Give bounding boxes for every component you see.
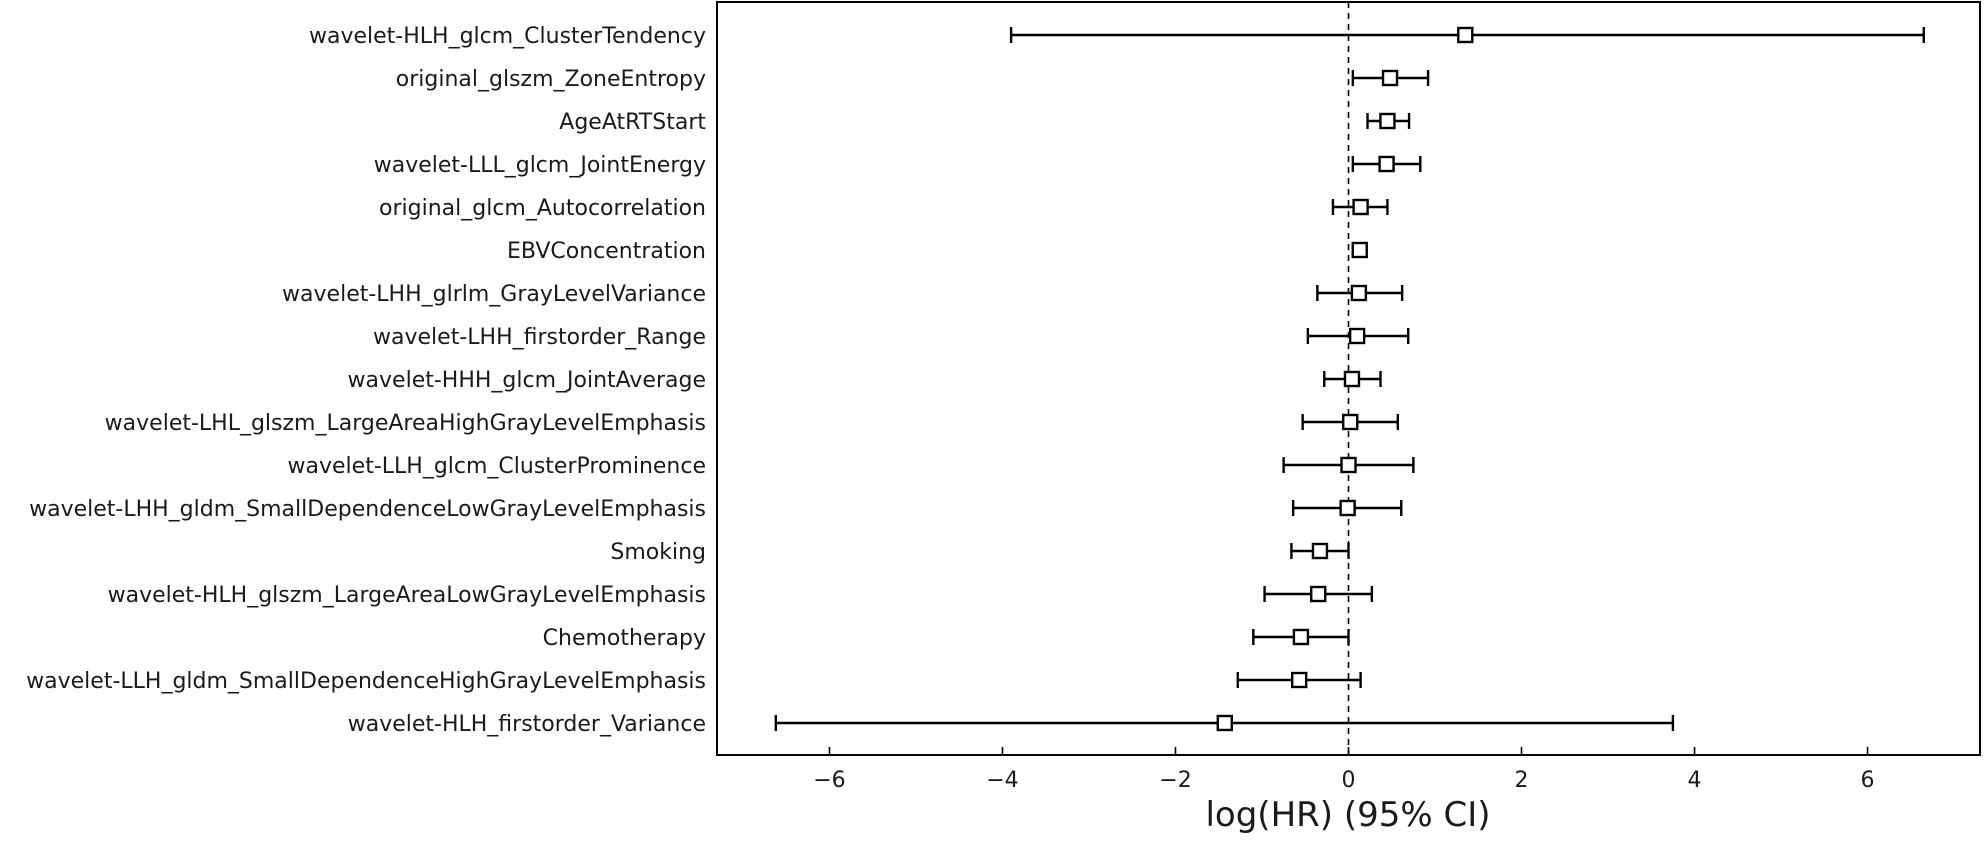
x-tick-label: 2 xyxy=(1515,768,1529,793)
estimate-marker xyxy=(1379,112,1396,130)
estimate-marker xyxy=(1457,26,1474,44)
estimate-marker xyxy=(1342,413,1359,431)
row-label: wavelet-LHL_glszm_LargeAreaHighGrayLevel… xyxy=(105,411,706,436)
row-label: Chemotherapy xyxy=(543,626,706,651)
x-tick-label: 0 xyxy=(1342,768,1356,793)
estimate-marker xyxy=(1348,327,1366,345)
estimate-marker xyxy=(1352,198,1369,216)
x-tick-label: 4 xyxy=(1688,768,1702,793)
forest-row: wavelet-LHL_glszm_LargeAreaHighGrayLevel… xyxy=(105,411,1400,436)
row-label: wavelet-HHH_glcm_JointAverage xyxy=(348,368,706,393)
forest-row: wavelet-LHH_firstorder_Range xyxy=(373,325,1410,350)
row-label: wavelet-LHH_firstorder_Range xyxy=(373,325,706,350)
row-label: wavelet-HLH_firstorder_Variance xyxy=(348,712,706,737)
row-label: wavelet-LHH_glrlm_GrayLevelVariance xyxy=(282,282,706,307)
estimate-marker xyxy=(1378,155,1395,173)
x-tick-label: −2 xyxy=(1159,768,1191,793)
x-axis-title: log(HR) (95% CI) xyxy=(1205,795,1490,835)
forest-row: wavelet-HHH_glcm_JointAverage xyxy=(348,368,1382,393)
estimate-marker xyxy=(1290,671,1308,689)
estimate-marker xyxy=(1381,69,1399,87)
estimate-marker xyxy=(1311,542,1329,560)
row-label: wavelet-HLH_glcm_ClusterTendency xyxy=(309,24,706,49)
forest-row: wavelet-LLH_glcm_ClusterProminence xyxy=(288,454,1415,479)
estimate-marker xyxy=(1216,714,1233,732)
row-label: AgeAtRTStart xyxy=(559,110,706,135)
forest-row: Chemotherapy xyxy=(543,626,1350,651)
row-label: wavelet-LLL_glcm_JointEnergy xyxy=(374,153,706,178)
row-label: wavelet-HLH_glszm_LargeAreaLowGrayLevelE… xyxy=(108,583,706,608)
forest-row: EBVConcentration xyxy=(507,239,1368,264)
row-label: original_glszm_ZoneEntropy xyxy=(396,67,706,92)
x-tick-label: 6 xyxy=(1861,768,1875,793)
forest-row: wavelet-LHH_glrlm_GrayLevelVariance xyxy=(282,282,1404,307)
forest-row: wavelet-LLL_glcm_JointEnergy xyxy=(374,153,1422,178)
forest-row: original_glszm_ZoneEntropy xyxy=(396,67,1430,92)
forest-row: wavelet-LHH_gldm_SmallDependenceLowGrayL… xyxy=(29,497,1403,522)
estimate-marker xyxy=(1340,456,1357,474)
x-axis-ticks: −6 −4 −2 0 2 4 6 xyxy=(813,747,1875,793)
row-label: Smoking xyxy=(610,540,706,565)
forest-row: wavelet-LLH_gldm_SmallDependenceHighGray… xyxy=(26,669,1362,694)
estimate-marker xyxy=(1351,241,1368,259)
estimate-marker xyxy=(1350,284,1368,302)
estimate-marker xyxy=(1310,585,1327,603)
estimate-marker xyxy=(1292,628,1310,646)
x-tick-label: −6 xyxy=(813,768,845,793)
x-tick-label: −4 xyxy=(986,768,1018,793)
forest-row: Smoking xyxy=(610,540,1350,565)
forest-row: wavelet-HLH_glcm_ClusterTendency xyxy=(309,24,1925,49)
row-label: wavelet-LHH_gldm_SmallDependenceLowGrayL… xyxy=(29,497,706,522)
estimate-marker xyxy=(1343,370,1361,388)
row-label: original_glcm_Autocorrelation xyxy=(379,196,706,221)
forest-row: wavelet-HLH_glszm_LargeAreaLowGrayLevelE… xyxy=(108,583,1374,608)
forest-row: wavelet-HLH_firstorder_Variance xyxy=(348,712,1675,737)
forest-row: AgeAtRTStart xyxy=(559,110,1411,135)
row-label: wavelet-LLH_gldm_SmallDependenceHighGray… xyxy=(26,669,706,694)
forest-row: original_glcm_Autocorrelation xyxy=(379,196,1389,221)
row-label: wavelet-LLH_glcm_ClusterProminence xyxy=(288,454,706,479)
estimate-marker xyxy=(1339,499,1356,517)
rows-layer: wavelet-HLH_glcm_ClusterTendency original… xyxy=(26,24,1925,737)
row-label: EBVConcentration xyxy=(507,239,706,264)
